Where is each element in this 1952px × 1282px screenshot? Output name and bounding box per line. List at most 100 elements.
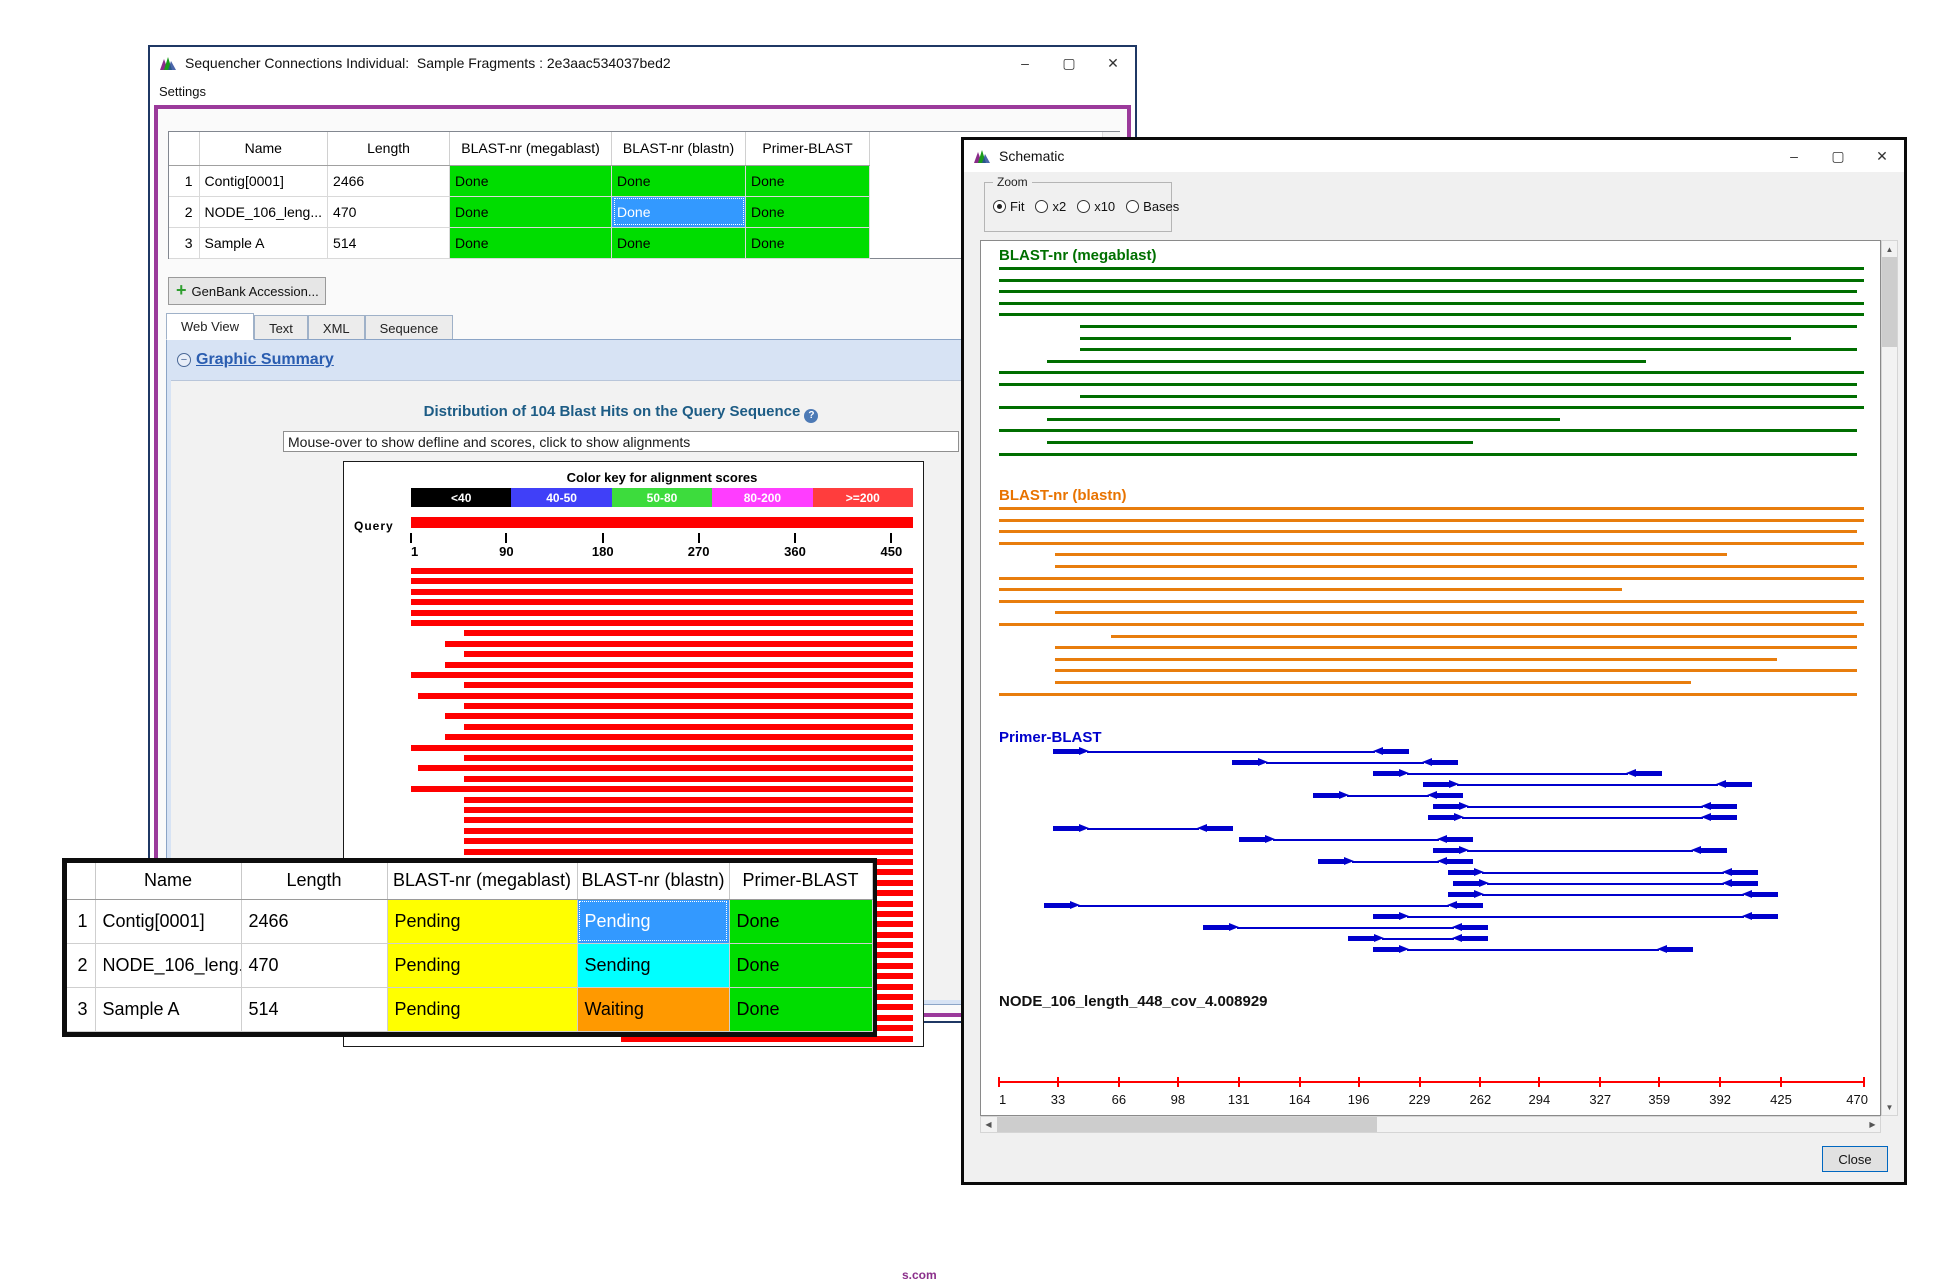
blast-hit-row[interactable] xyxy=(411,817,913,824)
blast-hit-segment[interactable] xyxy=(463,651,913,658)
maximize-icon[interactable]: ▢ xyxy=(1062,54,1076,71)
cell[interactable]: NODE_106_leng... xyxy=(199,196,329,228)
hit-line-row[interactable] xyxy=(999,564,1864,568)
status-cell[interactable]: Done xyxy=(611,165,747,197)
column-header[interactable]: BLAST-nr (megablast) xyxy=(387,863,578,900)
blast-hit-segment[interactable] xyxy=(445,661,913,668)
tab-xml[interactable]: XML xyxy=(307,315,365,340)
status-cell[interactable]: Pending xyxy=(387,987,578,1032)
cell[interactable]: 2466 xyxy=(327,165,451,197)
cell[interactable]: 2 xyxy=(67,943,96,988)
blast-hit-row[interactable] xyxy=(411,827,913,834)
blast-hit-row[interactable] xyxy=(411,1035,913,1042)
hit-line[interactable] xyxy=(999,429,1858,433)
cell[interactable]: NODE_106_leng... xyxy=(95,943,242,988)
hit-line[interactable] xyxy=(999,452,1858,456)
blast-hit-row[interactable] xyxy=(411,619,913,626)
cell[interactable]: 514 xyxy=(241,987,388,1032)
blast-hit-row[interactable] xyxy=(411,713,913,720)
hit-line[interactable] xyxy=(999,267,1864,270)
blast-hit-row[interactable] xyxy=(411,599,913,606)
column-header[interactable] xyxy=(67,863,96,900)
hit-line[interactable] xyxy=(999,371,1864,375)
status-cell[interactable]: Pending xyxy=(576,898,730,944)
blast-hit-row[interactable] xyxy=(411,734,913,741)
blast-hit-row[interactable] xyxy=(411,744,913,751)
scrollbar-thumb[interactable] xyxy=(997,1117,1377,1132)
hit-line-row[interactable] xyxy=(999,634,1864,638)
hit-line-row[interactable] xyxy=(999,348,1864,352)
scroll-right-icon[interactable]: ▶ xyxy=(1869,1120,1876,1129)
blast-hit-segment[interactable] xyxy=(463,755,913,762)
tab-text[interactable]: Text xyxy=(254,315,308,340)
blast-hit-segment[interactable] xyxy=(463,848,913,855)
hit-line-row[interactable] xyxy=(999,669,1864,673)
tab-sequence[interactable]: Sequence xyxy=(364,315,454,340)
blast-hit-segment[interactable] xyxy=(411,609,913,616)
hit-line[interactable] xyxy=(1111,634,1858,638)
hit-line-row[interactable] xyxy=(999,371,1864,375)
column-header[interactable]: Primer-BLAST xyxy=(745,132,871,166)
hit-line-row[interactable] xyxy=(999,530,1864,534)
blast-hit-segment[interactable] xyxy=(445,734,913,741)
cell[interactable]: 470 xyxy=(241,943,388,988)
cell[interactable]: 3 xyxy=(169,227,200,259)
hit-line[interactable] xyxy=(1055,680,1691,684)
hit-line[interactable] xyxy=(1055,553,1728,557)
scroll-left-icon[interactable]: ◀ xyxy=(985,1120,992,1129)
blast-hit-row[interactable] xyxy=(411,775,913,782)
hit-line[interactable] xyxy=(999,588,1622,592)
column-header[interactable]: Name xyxy=(199,132,329,166)
minimize-icon[interactable]: – xyxy=(1021,55,1029,71)
hit-line[interactable] xyxy=(1080,348,1858,352)
hit-line-row[interactable] xyxy=(999,440,1864,444)
hit-line[interactable] xyxy=(999,692,1858,696)
status-cell[interactable]: Done xyxy=(745,196,871,228)
hit-line-row[interactable] xyxy=(999,657,1864,661)
status-cell[interactable]: Done xyxy=(449,227,613,259)
column-header[interactable]: Length xyxy=(241,863,388,900)
primer-pair[interactable] xyxy=(999,901,1864,910)
blast-hit-segment[interactable] xyxy=(463,806,913,813)
maximize-icon[interactable]: ▢ xyxy=(1831,147,1845,164)
primer-pair[interactable] xyxy=(999,857,1864,866)
status-cell[interactable]: Done xyxy=(745,227,871,259)
primer-pair[interactable] xyxy=(999,835,1864,844)
cell[interactable]: Contig[0001] xyxy=(95,899,242,944)
hit-line-row[interactable] xyxy=(999,313,1864,317)
graphic-summary-title[interactable]: Graphic Summary xyxy=(196,351,334,368)
primer-pair[interactable] xyxy=(999,890,1864,899)
primer-pair[interactable] xyxy=(999,923,1864,932)
column-header[interactable]: BLAST-nr (blastn) xyxy=(577,863,730,900)
hit-line-row[interactable] xyxy=(999,507,1864,510)
cell[interactable]: 470 xyxy=(327,196,451,228)
hit-line-row[interactable] xyxy=(999,382,1864,386)
blast-hit-row[interactable] xyxy=(411,640,913,647)
status-cell[interactable]: Done xyxy=(449,165,613,197)
primer-pair[interactable] xyxy=(999,934,1864,943)
blast-hit-row[interactable] xyxy=(411,630,913,637)
cell[interactable]: Contig[0001] xyxy=(199,165,329,197)
vertical-scrollbar[interactable]: ▲ ▼ xyxy=(1881,240,1898,1116)
blast-hit-row[interactable] xyxy=(411,671,913,678)
hit-line[interactable] xyxy=(1080,336,1792,340)
hit-line[interactable] xyxy=(1055,564,1858,568)
cell[interactable]: 1 xyxy=(169,165,200,197)
menu-settings[interactable]: Settings xyxy=(159,83,206,99)
blast-hit-row[interactable] xyxy=(411,796,913,803)
hit-line[interactable] xyxy=(999,301,1864,305)
blast-hit-row[interactable] xyxy=(411,848,913,855)
hit-line-row[interactable] xyxy=(999,576,1864,580)
blast-hit-segment[interactable] xyxy=(411,588,913,595)
blast-hit-segment[interactable] xyxy=(418,692,913,699)
primer-pair[interactable] xyxy=(999,758,1864,767)
primer-pair[interactable] xyxy=(999,769,1864,778)
hit-line-row[interactable] xyxy=(999,406,1864,410)
hit-line[interactable] xyxy=(999,530,1858,534)
blast-hit-segment[interactable] xyxy=(463,723,913,730)
hit-line-row[interactable] xyxy=(999,359,1864,363)
cell[interactable]: 2466 xyxy=(241,899,388,944)
genbank-accession-button[interactable]: + GenBank Accession... xyxy=(168,277,326,305)
scroll-up-icon[interactable]: ▲ xyxy=(1885,244,1894,254)
horizontal-scrollbar[interactable]: ◀ ▶ xyxy=(980,1116,1881,1133)
